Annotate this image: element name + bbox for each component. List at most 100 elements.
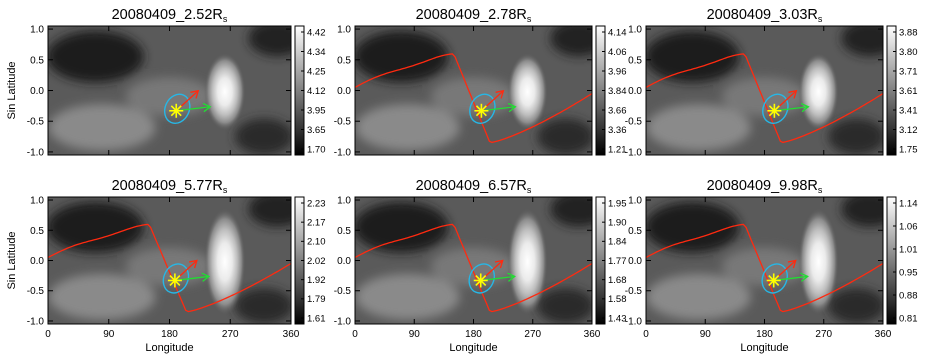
panel-title-subscript: s bbox=[223, 14, 228, 24]
bright-region bbox=[507, 53, 548, 131]
y-tick-label: -0.5 bbox=[625, 286, 643, 297]
colorbar-tick-label: 1.70 bbox=[307, 144, 326, 155]
neutral-line bbox=[355, 223, 592, 313]
red-arrow-head bbox=[787, 259, 797, 269]
colorbar: 3.88 3.80 3.71 3.61 3.41 3.12 1.75 bbox=[886, 25, 918, 156]
star-marker bbox=[473, 273, 488, 288]
colorbar-tick-label: 3.95 bbox=[307, 105, 326, 116]
y-tick-label: -0.5 bbox=[27, 117, 45, 128]
y-axis-label: Sin Latitude bbox=[6, 61, 18, 119]
colorbar-tick-label: 4.14 bbox=[608, 27, 627, 38]
colorbar-tick-label: 2.17 bbox=[307, 217, 326, 228]
y-axis-label: Sin Latitude bbox=[6, 231, 18, 289]
star-marker bbox=[767, 103, 782, 118]
colorbar-tick-label: 3.84 bbox=[608, 86, 627, 97]
panel-2: 1.0 0.5 0.0 -0.5 -1.0 20080409_2.78Rs 4.14 4.06… bbox=[334, 7, 627, 158]
colorbar-tick-label: 1.75 bbox=[899, 144, 918, 155]
colorbar-tick-label: 4.42 bbox=[307, 27, 326, 38]
map-field bbox=[646, 26, 883, 155]
green-arrow-head bbox=[507, 272, 516, 282]
y-tick-label: -1.0 bbox=[625, 316, 643, 327]
colorbar: 1.14 1.06 1.01 0.95 0.88 0.81 bbox=[886, 196, 918, 325]
green-arrow-head bbox=[201, 272, 211, 282]
colorbar-tick-label: 4.12 bbox=[307, 86, 326, 97]
y-tick-label: -1.0 bbox=[27, 316, 45, 327]
bright-region bbox=[204, 53, 246, 131]
colorbar-tick-label: 3.66 bbox=[608, 105, 627, 116]
panel-title-subscript: s bbox=[818, 185, 823, 195]
source-ellipse bbox=[162, 263, 190, 294]
x-tick-label: 90 bbox=[700, 329, 712, 340]
x-tick-label: 0 bbox=[643, 329, 649, 340]
x-tick-label: 270 bbox=[222, 329, 239, 340]
x-tick-label: 270 bbox=[815, 329, 832, 340]
map-field bbox=[355, 197, 592, 324]
panel-title-subscript: s bbox=[223, 185, 228, 195]
map-field bbox=[48, 197, 291, 324]
red-arrow-head bbox=[188, 259, 198, 269]
source-ellipse bbox=[163, 93, 191, 124]
x-tick-label: 0 bbox=[45, 329, 51, 340]
y-tick-label: 0.0 bbox=[337, 86, 351, 97]
y-tick-label: 0.0 bbox=[30, 256, 44, 267]
panel-title: 20080409_6.57Rs bbox=[416, 178, 532, 195]
y-tick-label: 1.0 bbox=[30, 25, 44, 36]
colorbar: 1.95 1.90 1.84 1.77 1.68 1.58 1.43 bbox=[595, 196, 627, 325]
colorbar-tick-label: 1.01 bbox=[899, 244, 918, 255]
y-tick-label: 0.5 bbox=[30, 55, 44, 66]
panel-5: 1.0 0.5 0.0 -0.5 -1.00 90 180 270 360 Longitude 20… bbox=[334, 178, 627, 354]
colorbar-tick-label: 1.84 bbox=[608, 237, 627, 248]
colorbar-tick-label: 0.81 bbox=[899, 313, 918, 324]
panel-4: 1.0 0.5 0.0 -0.5 -1.00 90 180 270 360 Longitude Si… bbox=[6, 178, 326, 354]
y-tick-label: 0.5 bbox=[30, 226, 44, 237]
y-tick-label: -1.0 bbox=[334, 316, 352, 327]
colorbar-tick-label: 2.23 bbox=[307, 198, 326, 209]
panel-title: 20080409_2.52Rs bbox=[112, 7, 228, 24]
x-tick-label: 180 bbox=[465, 329, 482, 340]
x-axis-label: Longitude bbox=[145, 342, 193, 354]
bright-region bbox=[798, 53, 839, 131]
x-tick-label: 270 bbox=[524, 329, 541, 340]
x-tick-label: 90 bbox=[103, 329, 115, 340]
green-arrow-head bbox=[507, 102, 517, 113]
panel-title: 20080409_2.78Rs bbox=[416, 7, 532, 24]
source-ellipse bbox=[762, 93, 789, 124]
panel-title: 20080409_5.77Rs bbox=[112, 178, 228, 195]
colorbar-tick-label: 3.36 bbox=[608, 125, 627, 136]
y-tick-label: 0.5 bbox=[337, 55, 351, 66]
x-tick-label: 0 bbox=[352, 329, 358, 340]
map-field bbox=[355, 26, 592, 155]
source-ellipse bbox=[468, 263, 496, 294]
panel-title: 20080409_9.98Rs bbox=[707, 178, 823, 195]
colorbar-tick-label: 2.02 bbox=[307, 256, 326, 267]
x-tick-label: 360 bbox=[875, 329, 892, 340]
colorbar-tick-label: 3.80 bbox=[899, 47, 918, 58]
colorbar-tick-label: 1.90 bbox=[608, 217, 627, 228]
colorbar-tick-label: 4.06 bbox=[608, 47, 627, 58]
star-marker bbox=[167, 273, 182, 288]
map-field bbox=[48, 26, 291, 155]
colorbar-tick-label: 3.71 bbox=[899, 66, 918, 77]
colorbar: 2.23 2.17 2.10 2.02 1.92 1.79 1.61 bbox=[294, 196, 326, 325]
y-tick-label: -0.5 bbox=[625, 117, 643, 128]
panel-1: 1.0 0.5 0.0 -0.5 -1.0 Sin Latitude 20080409_2.… bbox=[6, 7, 326, 158]
red-arrow-head bbox=[495, 89, 505, 99]
green-arrow-head bbox=[202, 102, 212, 113]
y-tick-label: 1.0 bbox=[30, 196, 44, 207]
y-tick-label: 0.5 bbox=[628, 55, 642, 66]
y-tick-label: 0.0 bbox=[337, 256, 351, 267]
bright-region bbox=[507, 208, 548, 316]
x-tick-label: 360 bbox=[584, 329, 601, 340]
y-tick-label: -0.5 bbox=[334, 117, 352, 128]
y-tick-label: 1.0 bbox=[628, 25, 642, 36]
y-tick-label: 0.0 bbox=[628, 256, 642, 267]
x-tick-label: 90 bbox=[409, 329, 421, 340]
y-tick-label: 0.0 bbox=[628, 86, 642, 97]
y-tick-label: 0.5 bbox=[337, 226, 351, 237]
colorbar-tick-label: 3.88 bbox=[899, 27, 918, 38]
x-axis-label: Longitude bbox=[449, 342, 497, 354]
y-tick-label: 1.0 bbox=[628, 196, 642, 207]
red-arrow-head bbox=[190, 89, 200, 99]
bright-region bbox=[798, 208, 839, 316]
